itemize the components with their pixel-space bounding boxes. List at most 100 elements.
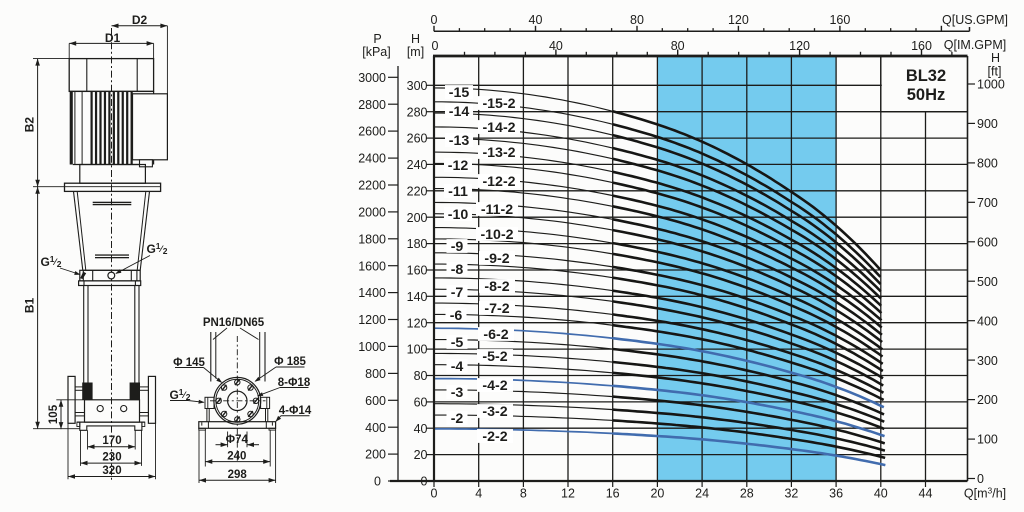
svg-text:1000: 1000 [977,78,1005,92]
svg-text:[m]: [m] [407,45,424,59]
svg-text:200: 200 [407,211,428,225]
svg-text:Φ 185: Φ 185 [274,356,306,368]
svg-text:-2: -2 [451,411,464,427]
svg-text:Q[US.GPM]: Q[US.GPM] [942,13,1008,27]
svg-text:Φ 145: Φ 145 [173,357,205,369]
svg-text:-4: -4 [451,359,464,375]
svg-text:140: 140 [407,290,428,304]
svg-text:8-Φ18: 8-Φ18 [278,377,311,389]
svg-text:1400: 1400 [358,286,386,300]
svg-text:120: 120 [407,316,428,330]
svg-text:G1⁄ 2: G1⁄ 2 [169,387,190,402]
svg-text:B1: B1 [23,298,37,314]
svg-text:-15-2: -15-2 [482,96,515,112]
svg-text:700: 700 [977,196,998,210]
svg-text:-7-2: -7-2 [484,301,509,317]
svg-text:-13-2: -13-2 [482,145,515,161]
svg-text:-4-2: -4-2 [482,378,507,394]
svg-text:44: 44 [919,487,933,501]
svg-text:B2: B2 [23,117,37,133]
svg-text:G1⁄ 2: G1⁄ 2 [146,241,167,256]
svg-text:0: 0 [421,475,428,489]
svg-text:-5-2: -5-2 [482,349,507,365]
svg-text:32: 32 [784,487,798,501]
svg-text:120: 120 [789,39,810,53]
svg-text:230: 230 [102,452,121,464]
svg-text:400: 400 [365,421,386,435]
svg-text:Φ74: Φ74 [226,434,249,446]
svg-text:0: 0 [977,472,984,486]
svg-text:Q[IM.GPM]: Q[IM.GPM] [944,38,1007,52]
svg-text:-10-2: -10-2 [480,227,513,243]
svg-text:2200: 2200 [358,179,386,193]
svg-text:200: 200 [977,393,998,407]
svg-text:160: 160 [911,39,932,53]
svg-text:400: 400 [977,314,998,328]
svg-text:8: 8 [520,487,527,501]
svg-text:120: 120 [728,13,749,27]
svg-text:-6: -6 [450,308,463,324]
svg-text:PN16/DN65: PN16/DN65 [203,317,265,329]
svg-text:-8-2: -8-2 [484,279,509,295]
svg-text:-5: -5 [451,335,464,351]
svg-text:-14: -14 [449,104,470,120]
svg-text:800: 800 [977,157,998,171]
svg-text:300: 300 [407,79,428,93]
svg-text:170: 170 [102,435,121,447]
svg-text:0: 0 [431,13,438,27]
svg-text:180: 180 [407,237,428,251]
svg-text:-11-2: -11-2 [481,202,513,218]
svg-text:160: 160 [407,264,428,278]
svg-text:800: 800 [365,367,386,381]
svg-text:24: 24 [695,487,709,501]
svg-text:600: 600 [977,235,998,249]
svg-text:40: 40 [529,13,543,27]
svg-text:160: 160 [829,13,850,27]
svg-text:-8: -8 [451,262,464,278]
svg-text:1600: 1600 [358,259,386,273]
svg-text:2800: 2800 [358,98,386,112]
svg-text:40: 40 [549,39,563,53]
svg-text:-3-2: -3-2 [482,404,507,420]
svg-text:16: 16 [606,487,620,501]
svg-text:4-Φ14: 4-Φ14 [279,405,312,417]
svg-text:-11: -11 [448,184,468,200]
svg-text:-7: -7 [451,285,464,301]
svg-text:298: 298 [228,469,248,481]
svg-text:40: 40 [874,487,888,501]
svg-text:D1: D1 [105,31,121,45]
svg-text:3000: 3000 [358,71,386,85]
svg-text:[ft]: [ft] [988,65,1002,79]
svg-text:80: 80 [671,39,685,53]
svg-text:H: H [991,51,1000,65]
svg-text:Q[m3/h]: Q[m3/h] [964,486,1006,501]
svg-text:-15: -15 [449,85,470,101]
svg-text:-12: -12 [448,158,469,174]
svg-text:1200: 1200 [358,313,386,327]
svg-text:-14-2: -14-2 [482,120,515,136]
svg-text:BL32: BL32 [906,67,946,85]
svg-text:280: 280 [407,105,428,119]
svg-text:-9: -9 [451,239,464,255]
svg-text:28: 28 [740,487,754,501]
svg-text:40: 40 [414,422,428,436]
svg-text:500: 500 [977,275,998,289]
svg-text:D2: D2 [132,13,148,27]
svg-text:H: H [411,32,420,46]
svg-text:-2-2: -2-2 [482,429,507,445]
svg-text:P: P [373,32,381,46]
svg-text:-13: -13 [449,133,470,149]
svg-text:2000: 2000 [358,206,386,220]
svg-text:240: 240 [407,158,428,172]
svg-text:50Hz: 50Hz [907,86,946,104]
svg-text:1000: 1000 [358,340,386,354]
svg-text:600: 600 [365,394,386,408]
svg-text:[kPa]: [kPa] [362,45,391,59]
svg-text:12: 12 [561,487,575,501]
svg-text:G1⁄ 2: G1⁄ 2 [40,254,61,269]
svg-text:20: 20 [650,487,664,501]
svg-text:0: 0 [374,475,381,489]
svg-text:200: 200 [365,448,386,462]
svg-text:2400: 2400 [358,152,386,166]
svg-text:300: 300 [977,354,998,368]
